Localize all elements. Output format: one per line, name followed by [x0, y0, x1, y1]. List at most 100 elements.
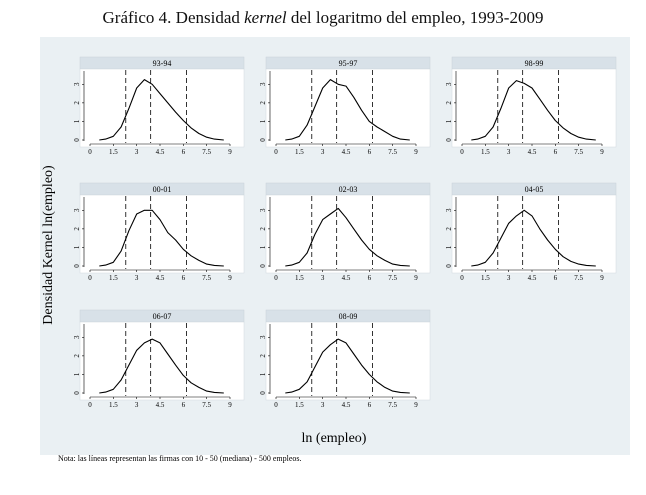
panel-title: 08-09: [339, 312, 358, 321]
y-tick-label: 1: [73, 245, 81, 249]
density-curve-02-03: [285, 207, 410, 267]
y-tick-label: 1: [73, 372, 81, 376]
x-tick-label: 0: [88, 274, 92, 282]
density-curve-00-01: [99, 209, 224, 267]
x-tick-label: 9: [228, 274, 232, 282]
x-tick-label: 6: [554, 148, 558, 156]
x-tick-label: 1.5: [295, 401, 304, 409]
panel-plot-area: [79, 321, 245, 401]
x-tick-label: 4.5: [528, 148, 537, 156]
y-tick-label: 3: [73, 208, 81, 212]
x-tick-label: 9: [414, 148, 418, 156]
x-tick-label: 6: [368, 148, 372, 156]
y-tick-label: 2: [73, 101, 81, 105]
y-tick-label: 0: [259, 264, 267, 268]
footnote: Nota: las líneas representan las firmas …: [58, 454, 301, 463]
y-tick-label: 1: [445, 119, 453, 123]
y-tick-label: 3: [259, 335, 267, 339]
density-curve-06-07: [99, 338, 224, 394]
y-tick-label: 0: [259, 391, 267, 395]
y-tick-label: 3: [445, 208, 453, 212]
density-curve-08-09: [285, 338, 410, 394]
x-tick-label: 3: [507, 148, 511, 156]
y-tick-label: 2: [259, 101, 267, 105]
x-tick-label: 0: [274, 148, 278, 156]
y-tick-label: 1: [73, 119, 81, 123]
panel-plot-area: [79, 194, 245, 274]
x-tick-label: 7.5: [202, 148, 211, 156]
x-tick-label: 6: [182, 148, 186, 156]
x-tick-label: 9: [600, 148, 604, 156]
y-tick-label: 2: [73, 227, 81, 231]
x-tick-label: 0: [88, 148, 92, 156]
panel-title: 04-05: [525, 185, 544, 194]
x-tick-label: 9: [228, 148, 232, 156]
x-tick-label: 1.5: [481, 274, 490, 282]
panel-title: 02-03: [339, 185, 358, 194]
x-tick-label: 7.5: [202, 274, 211, 282]
x-tick-label: 7.5: [388, 148, 397, 156]
panel-title: 95-97: [339, 59, 358, 68]
panel-plot-area: [265, 321, 431, 401]
panel-00-01: 00-01 0 1 2 3 0 1.5 3 4.5 6 7.5 9: [73, 182, 245, 282]
y-tick-label: 0: [445, 138, 453, 142]
panel-06-07: 06-07 0 1 2 3 0 1.5 3 4.5 6 7.5 9: [73, 309, 245, 409]
x-tick-label: 6: [554, 274, 558, 282]
x-tick-label: 7.5: [388, 274, 397, 282]
x-tick-label: 3: [321, 274, 325, 282]
panels: 93-94 0 1 2 3 0 1.5 3 4.5 6 7.5 9 95-97 0 1 2 3 0 1.5 3 4.5 6…: [73, 56, 617, 409]
panel-02-03: 02-03 0 1 2 3 0 1.5 3 4.5 6 7.5 9: [259, 182, 431, 282]
y-tick-label: 3: [445, 82, 453, 86]
panel-98-99: 98-99 0 1 2 3 0 1.5 3 4.5 6 7.5 9: [445, 56, 617, 156]
y-tick-label: 2: [445, 101, 453, 105]
x-tick-label: 4.5: [528, 274, 537, 282]
density-curve-93-94: [99, 79, 224, 141]
x-tick-label: 4.5: [342, 401, 351, 409]
x-tick-label: 1.5: [295, 148, 304, 156]
x-tick-label: 9: [600, 274, 604, 282]
y-tick-label: 2: [445, 227, 453, 231]
title-italic: kernel: [244, 8, 287, 27]
y-tick-label: 0: [445, 264, 453, 268]
panel-plot-area: [451, 194, 617, 274]
x-tick-label: 4.5: [156, 148, 165, 156]
x-tick-label: 6: [368, 274, 372, 282]
density-curve-04-05: [471, 209, 596, 267]
x-tick-label: 6: [368, 401, 372, 409]
x-tick-label: 0: [274, 274, 278, 282]
x-tick-label: 0: [88, 401, 92, 409]
x-tick-label: 0: [460, 274, 464, 282]
chart-title: Gráfico 4. Densidad kernel del logaritmo…: [0, 8, 646, 28]
x-tick-label: 1.5: [481, 148, 490, 156]
panel-plot-area: [265, 194, 431, 274]
y-tick-label: 3: [259, 82, 267, 86]
y-tick-label: 2: [259, 227, 267, 231]
panel-04-05: 04-05 0 1 2 3 0 1.5 3 4.5 6 7.5 9: [445, 182, 617, 282]
density-curve-95-97: [285, 79, 410, 141]
panel-title: 98-99: [525, 59, 544, 68]
title-prefix: Gráfico 4. Densidad: [102, 8, 245, 27]
x-tick-label: 4.5: [342, 148, 351, 156]
y-axis-label: Densidad Kernel ln(empleo): [41, 165, 56, 325]
x-tick-label: 3: [135, 274, 139, 282]
y-tick-label: 0: [259, 138, 267, 142]
x-tick-label: 9: [414, 401, 418, 409]
y-tick-label: 0: [73, 138, 81, 142]
y-tick-label: 0: [73, 264, 81, 268]
x-tick-label: 4.5: [342, 274, 351, 282]
x-tick-label: 0: [460, 148, 464, 156]
x-tick-label: 6: [182, 401, 186, 409]
y-tick-label: 2: [73, 354, 81, 358]
x-tick-label: 3: [135, 148, 139, 156]
x-tick-label: 9: [414, 274, 418, 282]
panel-93-94: 93-94 0 1 2 3 0 1.5 3 4.5 6 7.5 9: [73, 56, 245, 156]
y-tick-label: 3: [73, 82, 81, 86]
y-tick-label: 1: [259, 245, 267, 249]
panel-title: 00-01: [153, 185, 172, 194]
x-tick-label: 7.5: [202, 401, 211, 409]
x-tick-label: 7.5: [574, 274, 583, 282]
y-tick-label: 3: [73, 335, 81, 339]
title-suffix: del logaritmo del empleo, 1993-2009: [286, 8, 544, 27]
x-tick-label: 1.5: [109, 274, 118, 282]
